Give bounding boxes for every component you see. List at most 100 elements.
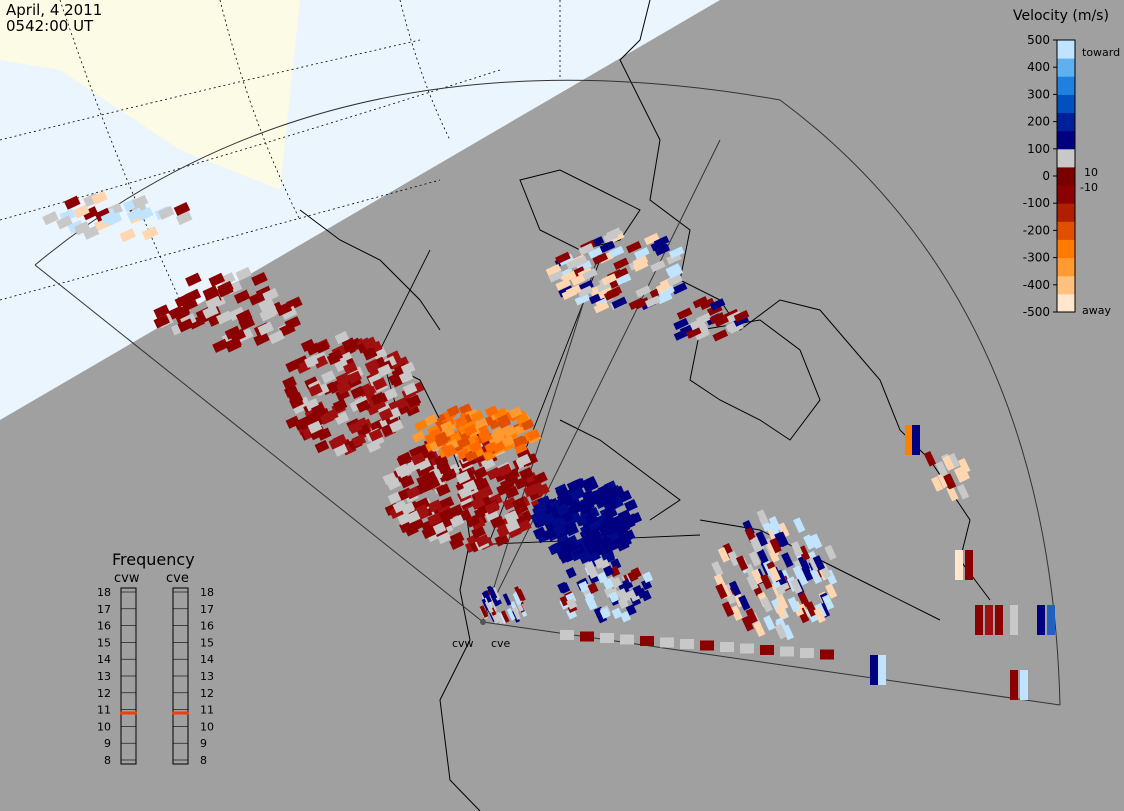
velocity-cells (42, 190, 1055, 700)
velocity-cell (479, 605, 489, 618)
velocity-cell (500, 610, 510, 623)
velocity-cell (878, 655, 886, 685)
velocity-cell (427, 499, 443, 513)
velocity-cell (208, 272, 225, 287)
velocity-cell (235, 309, 253, 324)
velocity-cell (217, 280, 234, 295)
frequency-tick-left: 16 (97, 620, 111, 633)
velocity-cell (392, 500, 408, 514)
velocity-cell (602, 565, 615, 577)
velocity-cell (608, 591, 620, 603)
velocity-cell (641, 578, 653, 591)
velocity-cell (751, 568, 764, 585)
velocity-cell (975, 605, 983, 635)
velocity-cell (597, 286, 614, 300)
velocity-cell (699, 297, 716, 311)
velocity-cell (473, 506, 489, 520)
velocity-cell (501, 435, 515, 448)
velocity-cell (545, 263, 562, 277)
velocity-cell (781, 552, 794, 568)
colorbar-tick-label: -400 (1023, 278, 1050, 292)
velocity-cell (565, 567, 577, 579)
velocity-cell (56, 215, 73, 230)
velocity-cell (475, 534, 490, 548)
velocity-cell (455, 470, 471, 484)
colorbar-swatch (1057, 185, 1075, 204)
colorbar-tick-label: 300 (1027, 87, 1050, 101)
velocity-cell (334, 358, 350, 373)
velocity-cell (640, 636, 654, 646)
velocity-cell (314, 340, 330, 354)
velocity-cell (235, 266, 252, 281)
velocity-cell (565, 284, 582, 297)
velocity-cell (870, 655, 878, 685)
velocity-cell (965, 550, 973, 580)
velocity-cell (1020, 670, 1028, 700)
colorbar-swatch (1057, 40, 1075, 59)
velocity-cell (350, 385, 366, 400)
velocity-cell (574, 293, 591, 306)
velocity-cell (153, 304, 170, 319)
velocity-cell (184, 288, 202, 303)
velocity-cell (497, 463, 513, 477)
velocity-cell (470, 410, 484, 423)
velocity-cell (1010, 605, 1018, 635)
velocity-cell (368, 373, 383, 387)
velocity-cell (741, 615, 754, 632)
velocity-cell (303, 412, 319, 426)
velocity-cell (341, 337, 357, 351)
velocity-cell (584, 595, 596, 608)
velocity-cell (588, 246, 604, 259)
velocity-cell (650, 239, 667, 252)
velocity-cell (709, 298, 726, 311)
velocity-cell (985, 605, 993, 635)
velocity-cell (580, 631, 594, 642)
velocity-cell (284, 384, 299, 398)
colorbar-swatch (1057, 148, 1075, 168)
velocity-cell (578, 279, 594, 293)
velocity-cell (1037, 605, 1045, 635)
velocity-cell (774, 531, 787, 548)
velocity-cell (428, 427, 443, 440)
velocity-cell (504, 485, 520, 500)
velocity-cell (946, 485, 959, 502)
frequency-tick-right: 17 (200, 603, 214, 616)
velocity-cell (435, 483, 451, 497)
velocity-cell (492, 435, 506, 448)
velocity-cell (490, 515, 505, 529)
velocity-cell (91, 190, 108, 205)
velocity-cell (446, 405, 461, 418)
velocity-cell (738, 594, 751, 611)
velocity-cell (314, 439, 330, 454)
velocity-cell (776, 594, 789, 611)
velocity-cell (253, 331, 270, 346)
velocity-cell (566, 598, 578, 610)
velocity-cell (440, 514, 456, 529)
velocity-cell (671, 282, 688, 295)
radar-site-marker (480, 619, 486, 625)
velocity-colorbar: Velocity (m/s) 500 400 300 200 100 0 -100 -200 -… (1013, 8, 1120, 319)
frequency-tick-left: 13 (97, 670, 111, 683)
velocity-title: Velocity (m/s) (1013, 8, 1109, 24)
velocity-cell (449, 536, 464, 550)
colorbar-swatch (1057, 76, 1075, 95)
velocity-cell (956, 483, 970, 500)
velocity-cell (362, 347, 378, 361)
velocity-cell (279, 322, 296, 337)
velocity-cell (569, 488, 584, 502)
velocity-cell (368, 428, 384, 442)
velocity-cell (667, 266, 684, 279)
velocity-cell (404, 523, 419, 537)
velocity-cell (427, 512, 442, 526)
velocity-cell (225, 338, 242, 353)
velocity-cell (601, 273, 618, 286)
velocity-cell (425, 477, 441, 491)
velocity-cell (805, 601, 818, 617)
velocity-cell (382, 471, 398, 486)
velocity-cell (456, 448, 471, 461)
frequency-tick-right: 16 (200, 620, 214, 633)
velocity-cell (942, 455, 955, 471)
velocity-cell (512, 607, 521, 620)
velocity-cell (82, 225, 100, 240)
velocity-cell (261, 305, 279, 320)
